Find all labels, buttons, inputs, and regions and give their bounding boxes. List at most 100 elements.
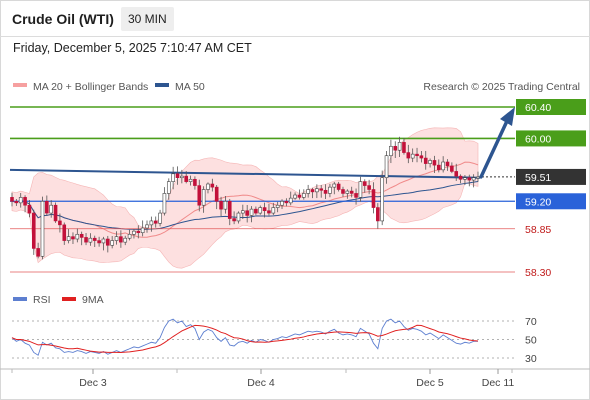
candle-body [454, 171, 459, 177]
candle-body [171, 173, 175, 182]
candle-body [410, 153, 415, 159]
projection-arrow [479, 107, 515, 179]
candle-body [232, 218, 236, 222]
candle-body [84, 237, 88, 243]
candle-body [397, 142, 402, 151]
candle-body [66, 236, 71, 241]
candle-body [223, 200, 228, 210]
candle-body [393, 145, 398, 151]
rsi-line [11, 318, 478, 356]
ma20-bb-legend-label: MA 20 + Bollinger Bands [33, 81, 148, 93]
candle-body [358, 181, 363, 198]
candle-body [132, 230, 136, 235]
candle-body [53, 204, 58, 222]
level-label-60-40: 60.40 [525, 102, 551, 114]
candle-body [40, 200, 45, 257]
ma50-legend-swatch [155, 83, 169, 87]
candle-body [332, 183, 337, 188]
level-labels: 60.40 60.00 59.51 59.20 58.85 58.30 [516, 99, 586, 279]
rsi-tick-30: 30 [525, 353, 537, 365]
candle-body [371, 189, 376, 208]
candle-body [79, 233, 84, 238]
candle-body [402, 142, 406, 153]
candle-body [149, 220, 154, 226]
candle-body [275, 204, 280, 208]
level-label-59-51: 59.51 [525, 172, 551, 184]
level-label-59-20: 59.20 [525, 196, 551, 208]
ma20-bb-legend-swatch [13, 83, 27, 87]
projection-arrow-head [500, 107, 515, 126]
candle-body [219, 200, 223, 210]
candle-body [45, 200, 49, 214]
rsi-ma9-line [11, 324, 479, 353]
ma50-line [11, 181, 479, 230]
candle-body [437, 164, 441, 171]
candle-body [328, 186, 332, 194]
candle-body [450, 165, 454, 172]
candle-body [71, 236, 75, 240]
candle-body [123, 237, 128, 243]
candle-body [323, 189, 328, 194]
candle-body [249, 208, 254, 216]
candle-body [140, 227, 145, 234]
candle-body [210, 183, 215, 188]
candle-body [162, 193, 167, 214]
candle-body [406, 152, 411, 159]
candle-body [254, 208, 258, 214]
candle-body [293, 194, 297, 199]
candle-body [284, 200, 289, 204]
candle-body [415, 153, 419, 157]
candle-body [184, 175, 189, 182]
candle-body [297, 194, 302, 198]
candle-body [27, 204, 32, 214]
candle-body [306, 189, 310, 194]
rsi-panel: 70 50 30 [11, 316, 537, 365]
level-label-60-00: 60.00 [525, 133, 551, 145]
rsi-legend-label: RSI [33, 294, 51, 306]
candle-body [145, 224, 149, 229]
candle-body [458, 175, 463, 180]
candle-body [197, 185, 202, 206]
price-levels [10, 106, 515, 273]
x-tick-label: Dec 4 [247, 377, 275, 389]
x-tick-label: Dec 11 [482, 377, 515, 389]
candle-body [441, 161, 445, 171]
candle-body [127, 233, 132, 239]
candle-body [14, 200, 19, 204]
candle-body [380, 177, 384, 222]
candle-body [288, 197, 293, 204]
candle-body [310, 189, 315, 193]
projection-arrow-shaft [479, 119, 509, 179]
level-label-box-59-51 [516, 168, 586, 185]
chart-header: Crude Oil (WTI) 30 MIN [0, 0, 590, 37]
candle-body [301, 193, 306, 198]
candle-body [463, 177, 467, 180]
rsi-tick-70: 70 [525, 316, 537, 328]
candle-body [271, 207, 276, 214]
candle-body [49, 204, 53, 214]
candle-body [384, 155, 389, 179]
candle-body [214, 186, 219, 202]
candle-body [201, 189, 206, 206]
candle-body [258, 207, 263, 214]
ma9-legend-label: 9MA [82, 294, 104, 306]
candle-body [97, 240, 101, 244]
candle-body [319, 188, 324, 191]
level-label-box-60-00 [516, 130, 586, 147]
candle-body [119, 236, 123, 243]
candle-body [101, 238, 106, 244]
candle-body [10, 197, 14, 202]
candle-body [476, 176, 480, 179]
x-axis: Dec 3 Dec 4 Dec 5 Dec 11 [11, 369, 515, 389]
candle-body [362, 181, 367, 186]
candle-body [423, 157, 428, 164]
candles [10, 136, 480, 260]
level-label-58-85: 58.85 [525, 224, 551, 236]
candle-body [389, 145, 393, 157]
timeframe-badge[interactable]: 30 MIN [121, 7, 174, 31]
candle-body [445, 161, 450, 167]
candle-body [236, 212, 241, 222]
level-label-box-60-40 [516, 99, 586, 115]
candle-body [110, 240, 114, 246]
